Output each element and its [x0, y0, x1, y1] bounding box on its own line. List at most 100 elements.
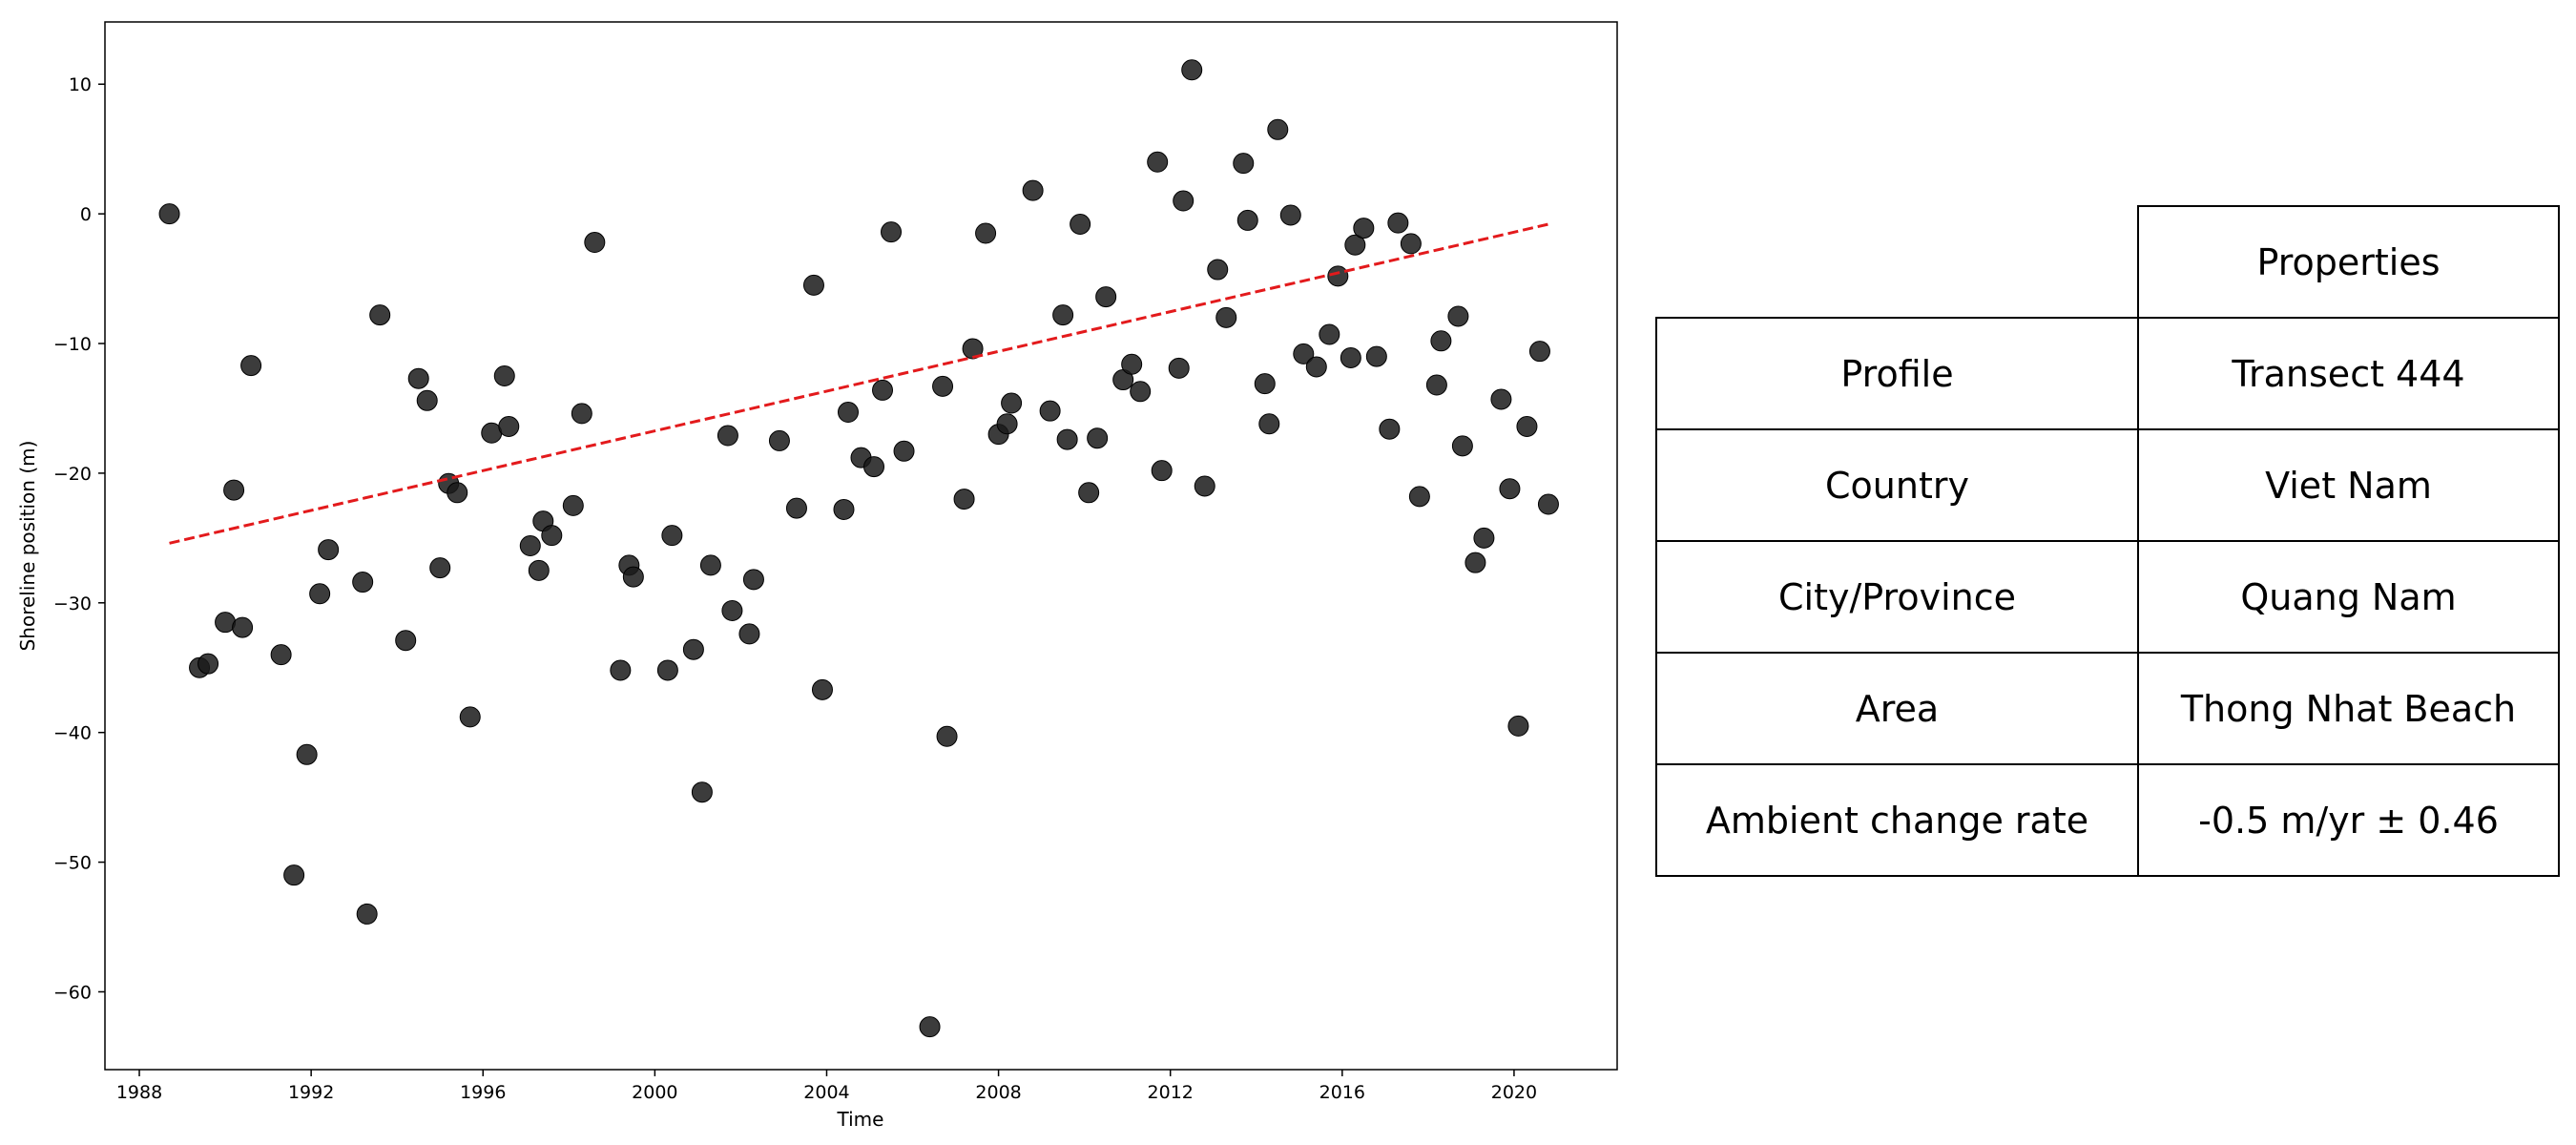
data-point [1147, 151, 1169, 173]
data-point [584, 232, 606, 254]
data-point [1194, 475, 1215, 497]
data-point [742, 569, 764, 591]
row-label-country: Country [1655, 428, 2139, 542]
data-point [1095, 286, 1117, 308]
data-point [738, 623, 760, 645]
tick-marks-layer: 1988 1992 1996 2000 2004 2008 2012 2016 2020 10 0 −… [53, 74, 1537, 1103]
data-point [1022, 179, 1044, 201]
y-tick-label: 0 [80, 204, 92, 225]
data-point [1267, 118, 1289, 140]
data-point [1499, 478, 1521, 500]
shoreline-scatter-chart: 1988 1992 1996 2000 2004 2008 2012 2016 2020 10 0 −… [16, 21, 1618, 1131]
data-point [1181, 59, 1203, 81]
data-point [283, 864, 305, 886]
row-label-city-province: City/Province [1655, 540, 2139, 654]
data-points-layer [158, 59, 1559, 1038]
data-point [1215, 306, 1237, 328]
data-point [1087, 427, 1109, 449]
y-tick-label: −10 [53, 334, 92, 355]
data-point [691, 781, 713, 803]
trend-line [169, 222, 1549, 545]
data-point [562, 494, 584, 516]
data-point [318, 539, 340, 561]
data-point [1254, 373, 1276, 395]
properties-table: Properties Profile Transect 444 Country … [1655, 205, 2560, 877]
row-value-city-province: Quang Nam [2137, 540, 2560, 654]
data-point [1052, 304, 1074, 326]
data-point [493, 364, 515, 386]
table-row-area: Area Thong Nhat Beach [1655, 652, 2560, 765]
data-point [1293, 343, 1315, 364]
data-point [1430, 330, 1452, 352]
table-row-country: Country Viet Nam [1655, 428, 2560, 542]
data-point [932, 375, 954, 397]
data-point [571, 403, 592, 425]
data-point [1319, 323, 1340, 345]
data-point [1365, 345, 1387, 367]
data-point [1528, 341, 1550, 363]
table-row-city-province: City/Province Quang Nam [1655, 540, 2560, 654]
y-tick-label: −50 [53, 853, 92, 874]
data-point [1490, 388, 1512, 410]
data-point [528, 559, 550, 581]
data-point [1344, 234, 1366, 256]
data-point [802, 274, 824, 296]
x-tick-label: 2012 [1148, 1082, 1194, 1103]
header-empty-cell [1656, 206, 2138, 318]
data-point [872, 379, 894, 401]
data-point [1305, 356, 1327, 378]
data-point [881, 221, 903, 243]
data-point [1353, 218, 1375, 239]
data-point [498, 415, 520, 437]
data-point [1400, 233, 1422, 255]
row-label-area: Area [1655, 652, 2139, 765]
data-point [893, 440, 915, 462]
data-point [1408, 486, 1430, 508]
data-point [953, 489, 975, 510]
data-point [395, 630, 417, 652]
data-point [519, 535, 541, 556]
trend-line-layer [169, 222, 1549, 545]
data-point [1507, 715, 1529, 737]
data-point [407, 367, 429, 389]
data-point [1425, 374, 1447, 396]
data-point [919, 1016, 941, 1038]
data-point [1327, 265, 1349, 287]
x-tick-label: 1992 [288, 1082, 334, 1103]
data-point [975, 222, 997, 244]
data-point [309, 583, 331, 605]
data-point [1168, 357, 1190, 379]
data-point [717, 425, 738, 447]
data-point [1233, 153, 1255, 175]
data-point [1537, 493, 1559, 515]
data-point [768, 429, 790, 451]
data-point [1379, 418, 1401, 440]
table-row-change-rate: Ambient change rate -0.5 m/yr ± 0.46 [1655, 763, 2560, 877]
data-point [785, 497, 807, 519]
y-tick-label: −60 [53, 982, 92, 1003]
data-point [429, 557, 451, 579]
row-label-change-rate: Ambient change rate [1655, 763, 2139, 877]
data-point [232, 616, 254, 638]
header-properties-cell: Properties [2137, 205, 2560, 319]
data-point [996, 413, 1018, 435]
x-tick-label: 1996 [460, 1082, 506, 1103]
x-tick-label: 1988 [116, 1082, 162, 1103]
data-point [459, 706, 481, 728]
data-point [1258, 413, 1280, 435]
data-point [1070, 213, 1091, 235]
data-point [1279, 204, 1301, 226]
x-tick-label: 2020 [1491, 1082, 1537, 1103]
data-point [352, 572, 374, 593]
row-value-profile: Transect 444 [2137, 317, 2560, 430]
data-point [541, 525, 563, 547]
plot-frame [104, 21, 1618, 1071]
x-tick-label: 2016 [1319, 1082, 1365, 1103]
data-point [1465, 552, 1486, 573]
data-point [1387, 212, 1409, 234]
data-point [811, 678, 833, 700]
data-point [1340, 346, 1361, 368]
data-point [1056, 428, 1078, 450]
data-point [1001, 392, 1023, 414]
plot-area [105, 22, 1617, 1070]
